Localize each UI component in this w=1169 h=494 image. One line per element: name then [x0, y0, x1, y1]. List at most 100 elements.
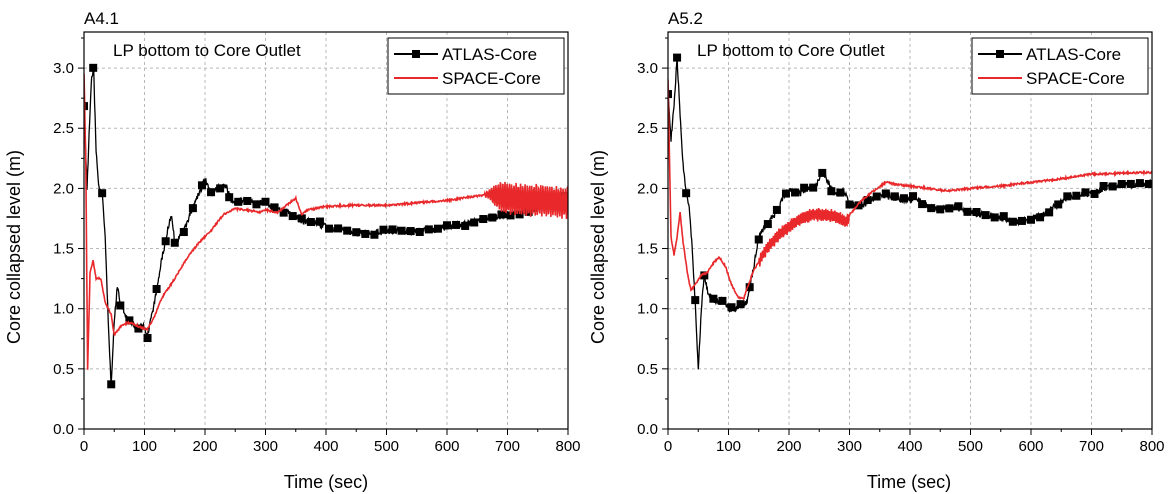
x-tick-label: 500 — [958, 438, 983, 455]
data-marker — [188, 204, 197, 213]
data-marker — [234, 197, 243, 206]
data-marker — [718, 296, 727, 305]
data-marker — [406, 227, 415, 236]
y-tick-label: 0.0 — [53, 421, 74, 438]
data-marker — [1036, 213, 1045, 222]
legend-label: ATLAS-Core — [1026, 45, 1121, 64]
y-tick-label: 3.0 — [53, 60, 74, 77]
data-marker — [927, 204, 936, 213]
x-tick-label: 400 — [313, 438, 338, 455]
data-marker — [990, 213, 999, 222]
series-line-space-core — [84, 73, 568, 370]
data-marker — [818, 168, 827, 177]
legend-label: SPACE-Core — [1026, 69, 1125, 88]
data-marker — [488, 213, 497, 222]
x-tick-label: 200 — [776, 438, 801, 455]
data-marker — [909, 192, 918, 201]
x-tick-label: 500 — [374, 438, 399, 455]
data-marker — [709, 294, 718, 303]
data-marker — [125, 316, 134, 325]
x-tick-label: 600 — [1018, 438, 1043, 455]
x-tick-label: 100 — [716, 438, 741, 455]
data-marker — [334, 224, 343, 233]
chart-panel-a5-2: A5.2 LP bottom to Core Outlet Time (sec)… — [588, 9, 1165, 492]
x-tick-label: 400 — [897, 438, 922, 455]
data-marker — [1027, 215, 1035, 224]
panel-tag: A4.1 — [84, 9, 119, 28]
data-marker — [216, 184, 225, 193]
data-marker — [945, 204, 954, 213]
data-marker — [397, 226, 406, 235]
data-marker — [179, 228, 188, 237]
data-marker — [84, 102, 88, 111]
x-tick-label: 300 — [253, 438, 278, 455]
data-marker — [981, 211, 990, 220]
x-tick-label: 700 — [1079, 438, 1104, 455]
legend-box — [971, 37, 1149, 95]
data-marker — [270, 203, 279, 212]
data-marker — [89, 63, 98, 72]
x-tick-label: 0 — [80, 438, 88, 455]
data-marker — [668, 90, 672, 99]
legend-label: SPACE-Core — [442, 69, 541, 88]
data-marker — [170, 238, 179, 247]
data-marker — [972, 207, 981, 216]
data-marker — [243, 196, 252, 205]
x-axis-label: Time (sec) — [284, 472, 368, 492]
data-marker — [343, 226, 352, 235]
chart-title: LP bottom to Core Outlet — [113, 41, 301, 60]
legend-box — [387, 37, 565, 95]
y-axis-label: Core collapsed level (m) — [4, 150, 24, 344]
data-marker — [754, 235, 763, 244]
data-marker — [863, 195, 872, 204]
data-marker — [809, 183, 818, 192]
data-marker — [1144, 179, 1152, 188]
data-marker — [1017, 216, 1026, 225]
series-group — [668, 53, 1152, 370]
data-marker — [691, 296, 700, 305]
y-tick-label: 2.0 — [637, 180, 658, 197]
data-marker — [506, 211, 515, 220]
panel-tag: A5.2 — [668, 9, 703, 28]
data-marker — [1108, 182, 1117, 191]
data-marker — [791, 188, 800, 197]
data-marker — [152, 285, 161, 294]
data-marker — [225, 193, 234, 202]
data-marker — [325, 224, 334, 233]
data-marker — [479, 215, 488, 224]
data-marker — [379, 225, 388, 234]
data-marker — [143, 334, 152, 343]
y-tick-label: 0.5 — [637, 361, 658, 378]
data-marker — [443, 221, 451, 230]
x-tick-label: 700 — [495, 438, 520, 455]
data-marker — [1045, 208, 1054, 217]
data-marker — [279, 208, 288, 217]
data-marker — [999, 212, 1008, 221]
data-marker — [727, 303, 736, 312]
data-marker — [361, 229, 370, 238]
x-tick-label: 800 — [555, 438, 580, 455]
data-marker — [1126, 179, 1135, 188]
data-marker — [781, 189, 790, 198]
data-marker — [352, 228, 361, 237]
y-tick-label: 2.5 — [637, 120, 658, 137]
data-marker — [297, 214, 306, 223]
data-marker — [736, 300, 745, 309]
data-marker — [415, 227, 424, 236]
y-tick-label: 3.0 — [637, 60, 658, 77]
data-marker — [197, 181, 206, 190]
data-marker — [306, 218, 315, 227]
x-tick-label: 200 — [192, 438, 217, 455]
data-marker — [872, 192, 881, 201]
y-tick-label: 2.5 — [53, 120, 74, 137]
legend-swatch-marker — [412, 50, 420, 58]
data-marker — [116, 301, 125, 310]
data-marker — [1008, 217, 1017, 226]
data-marker — [1072, 191, 1081, 200]
y-axis-label: Core collapsed level (m) — [588, 150, 608, 344]
data-marker — [433, 224, 442, 233]
data-marker — [963, 207, 972, 216]
data-marker — [845, 200, 854, 209]
y-tick-label: 0.0 — [637, 421, 658, 438]
data-marker — [881, 189, 890, 198]
